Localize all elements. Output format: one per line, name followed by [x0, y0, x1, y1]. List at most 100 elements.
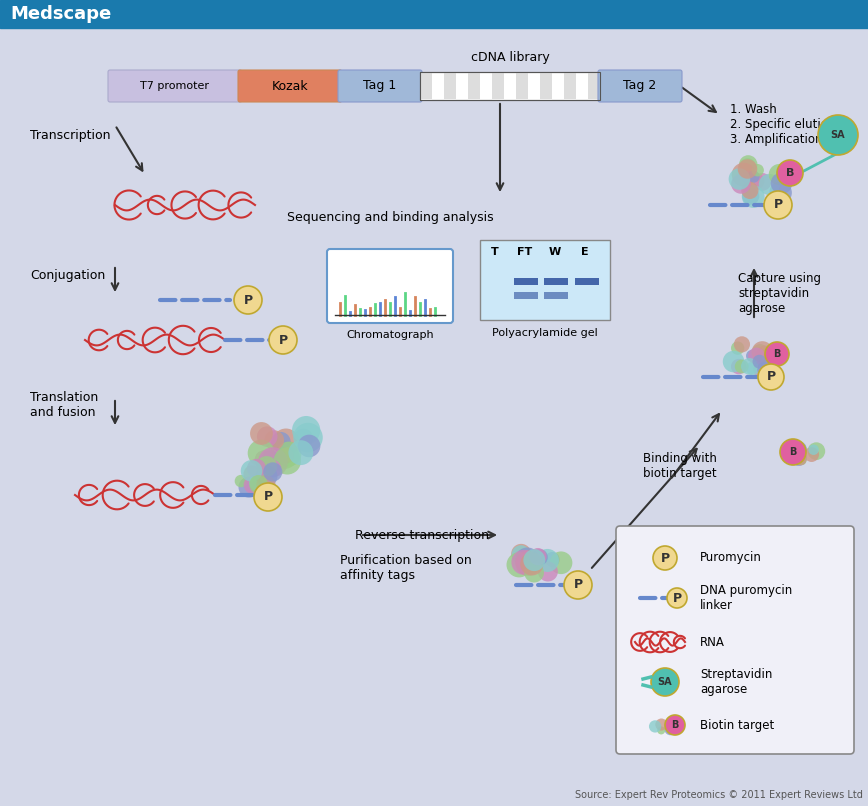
Text: 1. Wash
2. Specific elution
3. Amplification: 1. Wash 2. Specific elution 3. Amplifica… — [730, 103, 835, 146]
Circle shape — [797, 455, 806, 465]
Circle shape — [564, 571, 592, 599]
Circle shape — [269, 326, 297, 354]
Circle shape — [731, 174, 751, 193]
Circle shape — [524, 563, 544, 583]
Circle shape — [256, 476, 275, 494]
Text: P: P — [279, 334, 287, 347]
Circle shape — [791, 450, 807, 466]
Bar — [540, 73, 552, 99]
Circle shape — [741, 182, 759, 199]
Circle shape — [545, 552, 560, 567]
Circle shape — [523, 549, 545, 571]
FancyBboxPatch shape — [327, 249, 453, 323]
Bar — [575, 278, 599, 285]
Circle shape — [244, 476, 262, 494]
Circle shape — [511, 550, 536, 575]
Circle shape — [667, 588, 687, 608]
Bar — [468, 73, 480, 99]
Bar — [544, 278, 568, 285]
Bar — [420, 72, 600, 100]
Circle shape — [735, 359, 749, 373]
Circle shape — [277, 442, 301, 467]
Circle shape — [249, 475, 268, 494]
Circle shape — [292, 416, 320, 444]
Text: Transcription: Transcription — [30, 128, 110, 142]
Circle shape — [549, 551, 572, 574]
FancyBboxPatch shape — [108, 70, 242, 102]
FancyBboxPatch shape — [598, 70, 682, 102]
Circle shape — [786, 441, 802, 456]
Circle shape — [728, 168, 750, 189]
Text: P: P — [673, 592, 681, 604]
Circle shape — [780, 439, 806, 465]
Circle shape — [250, 422, 273, 445]
Bar — [514, 292, 538, 299]
Bar — [420, 73, 432, 99]
Text: cDNA library: cDNA library — [470, 51, 549, 64]
Text: Kozak: Kozak — [272, 80, 308, 93]
Text: T: T — [491, 247, 499, 257]
FancyBboxPatch shape — [238, 70, 342, 102]
Text: Puromycin: Puromycin — [700, 551, 762, 564]
Circle shape — [731, 359, 746, 374]
Circle shape — [664, 723, 676, 735]
Circle shape — [273, 429, 299, 455]
Circle shape — [507, 552, 532, 577]
Circle shape — [733, 336, 750, 352]
Bar — [492, 73, 504, 99]
Circle shape — [247, 459, 266, 478]
Circle shape — [742, 188, 760, 205]
Circle shape — [257, 426, 278, 447]
Text: Binding with
biotin target: Binding with biotin target — [643, 452, 717, 480]
Circle shape — [249, 474, 266, 491]
Circle shape — [298, 434, 320, 457]
Text: B: B — [786, 168, 794, 178]
Circle shape — [752, 164, 764, 177]
Bar — [514, 278, 538, 285]
Text: B: B — [789, 447, 797, 457]
Circle shape — [538, 562, 558, 581]
Circle shape — [665, 715, 685, 735]
Circle shape — [257, 454, 279, 476]
Text: Conjugation: Conjugation — [30, 268, 105, 281]
Text: P: P — [263, 491, 273, 504]
Circle shape — [792, 442, 807, 457]
Circle shape — [741, 358, 758, 375]
Circle shape — [667, 717, 676, 727]
Text: P: P — [661, 551, 669, 564]
Circle shape — [520, 552, 543, 575]
Circle shape — [753, 173, 772, 191]
Circle shape — [264, 459, 281, 477]
Text: Streptavidin
agarose: Streptavidin agarose — [700, 668, 773, 696]
Text: T7 promoter: T7 promoter — [141, 81, 209, 91]
Bar — [480, 240, 610, 320]
Circle shape — [746, 350, 758, 362]
Circle shape — [243, 465, 260, 483]
Circle shape — [651, 668, 679, 696]
Text: Translation
and fusion: Translation and fusion — [30, 391, 98, 419]
Circle shape — [738, 160, 757, 179]
Circle shape — [759, 351, 777, 369]
Circle shape — [256, 456, 277, 477]
Text: P: P — [243, 293, 253, 306]
Circle shape — [758, 364, 784, 390]
Circle shape — [536, 549, 559, 572]
Circle shape — [234, 475, 247, 488]
Text: P: P — [574, 579, 582, 592]
Circle shape — [759, 174, 780, 195]
Circle shape — [293, 423, 323, 452]
Text: Purification based on
affinity tags: Purification based on affinity tags — [340, 554, 471, 582]
Bar — [544, 292, 568, 299]
Circle shape — [769, 164, 790, 185]
Text: DNA puromycin
linker: DNA puromycin linker — [700, 584, 792, 612]
Circle shape — [764, 191, 792, 219]
Text: Reverse transcription: Reverse transcription — [355, 529, 489, 542]
Circle shape — [747, 170, 760, 183]
Circle shape — [795, 454, 806, 465]
Circle shape — [818, 115, 858, 155]
Text: Polyacrylamide gel: Polyacrylamide gel — [492, 328, 598, 338]
Circle shape — [752, 344, 769, 362]
Circle shape — [723, 351, 744, 372]
Circle shape — [273, 447, 301, 475]
Circle shape — [516, 550, 541, 575]
